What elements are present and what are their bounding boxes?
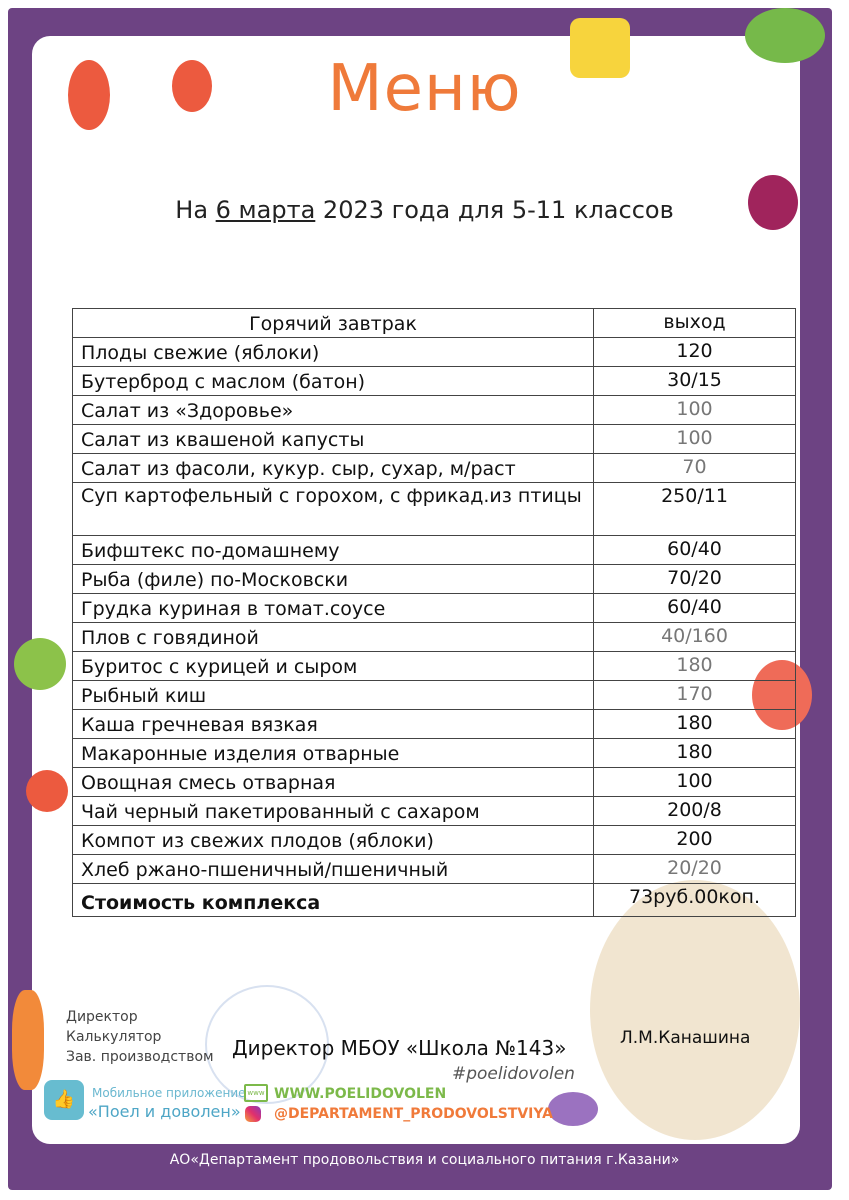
director-label: Директор [66, 1009, 138, 1025]
dish-yield: 100 [593, 424, 796, 454]
signer-name: Л.М.Канашина [620, 1028, 751, 1048]
total-value: 73руб.00коп. [593, 883, 796, 917]
dish-name: Макаронные изделия отварные [72, 738, 594, 768]
table-row: Рыбный киш 170 [72, 680, 796, 710]
instagram-icon [245, 1106, 261, 1122]
apple-illustration [14, 638, 66, 690]
dish-name: Чай черный пакетированный с сахаром [72, 796, 594, 826]
dish-yield: 180 [593, 709, 796, 739]
dish-name: Салат из «Здоровье» [72, 395, 594, 425]
table-row: Салат из «Здоровье» 100 [72, 395, 796, 425]
tomato-illustration [68, 60, 110, 130]
dish-name: Суп картофельный с горохом, с фрикад.из … [72, 482, 594, 536]
subtitle-date: 6 марта [215, 196, 316, 224]
dish-name: Рыба (филе) по-Московски [72, 564, 594, 594]
table-row: Салат из квашеной капусты 100 [72, 424, 796, 454]
app-line1: Мобильное приложение [92, 1086, 246, 1100]
dish-name: Плоды свежие (яблоки) [72, 337, 594, 367]
table-row: Хлеб ржано-пшеничный/пшеничный 20/20 [72, 854, 796, 884]
dish-name: Хлеб ржано-пшеничный/пшеничный [72, 854, 594, 884]
table-row: Бифштекс по-домашнему 60/40 [72, 535, 796, 565]
carrot-illustration [12, 990, 44, 1090]
dish-name: Плов с говядиной [72, 622, 594, 652]
table-row: Грудка куриная в томат.соусе 60/40 [72, 593, 796, 623]
dish-yield: 180 [593, 651, 796, 681]
table-row: Салат из фасоли, кукур. сыр, сухар, м/ра… [72, 453, 796, 483]
dish-name: Буритос с курицей и сыром [72, 651, 594, 681]
total-row: Стоимость комплекса 73руб.00коп. [72, 883, 796, 917]
dish-yield: 200 [593, 825, 796, 855]
beet-illustration [748, 175, 798, 230]
table-row: Суп картофельный с горохом, с фрикад.из … [72, 482, 796, 536]
dish-name: Грудка куриная в томат.соусе [72, 593, 594, 623]
column-header-yield: выход [593, 308, 796, 338]
dish-yield: 30/15 [593, 366, 796, 396]
dish-name: Бутерброд с маслом (батон) [72, 366, 594, 396]
tomato-illustration [26, 770, 68, 812]
dish-yield: 100 [593, 767, 796, 797]
table-row: Рыба (филе) по-Московски 70/20 [72, 564, 796, 594]
dish-name: Салат из фасоли, кукур. сыр, сухар, м/ра… [72, 453, 594, 483]
dish-yield: 20/20 [593, 854, 796, 884]
app-icon: 👍 [44, 1080, 84, 1120]
dish-yield: 170 [593, 680, 796, 710]
calculator-label: Калькулятор [66, 1029, 162, 1045]
hashtag: #poelidovolen [452, 1064, 575, 1084]
table-row: Бутерброд с маслом (батон) 30/15 [72, 366, 796, 396]
page-subtitle: На 6 марта 2023 года для 5-11 классов [0, 196, 849, 224]
dish-name: Компот из свежих плодов (яблоки) [72, 825, 594, 855]
dish-yield: 70 [593, 453, 796, 483]
table-row: Плоды свежие (яблоки) 120 [72, 337, 796, 367]
dish-name: Каша гречневая вязкая [72, 709, 594, 739]
dish-yield: 40/160 [593, 622, 796, 652]
instagram-handle: @DEPARTAMENT_PRODOVOLSTVIYA [274, 1106, 554, 1122]
website-icon: www [244, 1084, 268, 1102]
website-text: WWW.POELIDOVOLEN [274, 1086, 447, 1102]
director-line: Директор МБОУ «Школа №143» [232, 1036, 567, 1060]
subtitle-suffix: 2023 года для 5-11 классов [315, 196, 674, 224]
dish-name: Бифштекс по-домашнему [72, 535, 594, 565]
page-title: Меню [327, 52, 522, 126]
dish-yield: 60/40 [593, 535, 796, 565]
dish-yield: 60/40 [593, 593, 796, 623]
dish-yield: 120 [593, 337, 796, 367]
stamp [205, 985, 329, 1104]
dish-yield: 100 [593, 395, 796, 425]
footer-text: АО«Департамент продовольствия и социальн… [169, 1152, 680, 1168]
table-row: Компот из свежих плодов (яблоки) 200 [72, 825, 796, 855]
dish-yield: 70/20 [593, 564, 796, 594]
table-header-row: Горячий завтрак выход [72, 308, 796, 338]
table-row: Буритос с курицей и сыром 180 [72, 651, 796, 681]
menu-table: Горячий завтрак выход Плоды свежие (ябло… [72, 308, 796, 917]
dish-name: Овощная смесь отварная [72, 767, 594, 797]
table-row: Каша гречневая вязкая 180 [72, 709, 796, 739]
app-line2: «Поел и доволен» [88, 1102, 241, 1121]
tomato-illustration [172, 60, 212, 112]
dish-name: Рыбный киш [72, 680, 594, 710]
manager-label: Зав. производством [66, 1049, 214, 1065]
table-row: Макаронные изделия отварные 180 [72, 738, 796, 768]
total-label: Стоимость комплекса [72, 883, 594, 917]
dish-yield: 250/11 [593, 482, 796, 536]
candy-illustration [548, 1092, 598, 1126]
subtitle-prefix: На [175, 196, 216, 224]
table-row: Чай черный пакетированный с сахаром 200/8 [72, 796, 796, 826]
dish-name: Салат из квашеной капусты [72, 424, 594, 454]
dish-yield: 200/8 [593, 796, 796, 826]
table-row: Овощная смесь отварная 100 [72, 767, 796, 797]
table-row: Плов с говядиной 40/160 [72, 622, 796, 652]
dish-yield: 180 [593, 738, 796, 768]
column-header-dish: Горячий завтрак [72, 308, 594, 338]
cucumber-illustration [745, 8, 825, 63]
vegetables-illustration [590, 880, 800, 1140]
cheese-illustration [570, 18, 630, 78]
